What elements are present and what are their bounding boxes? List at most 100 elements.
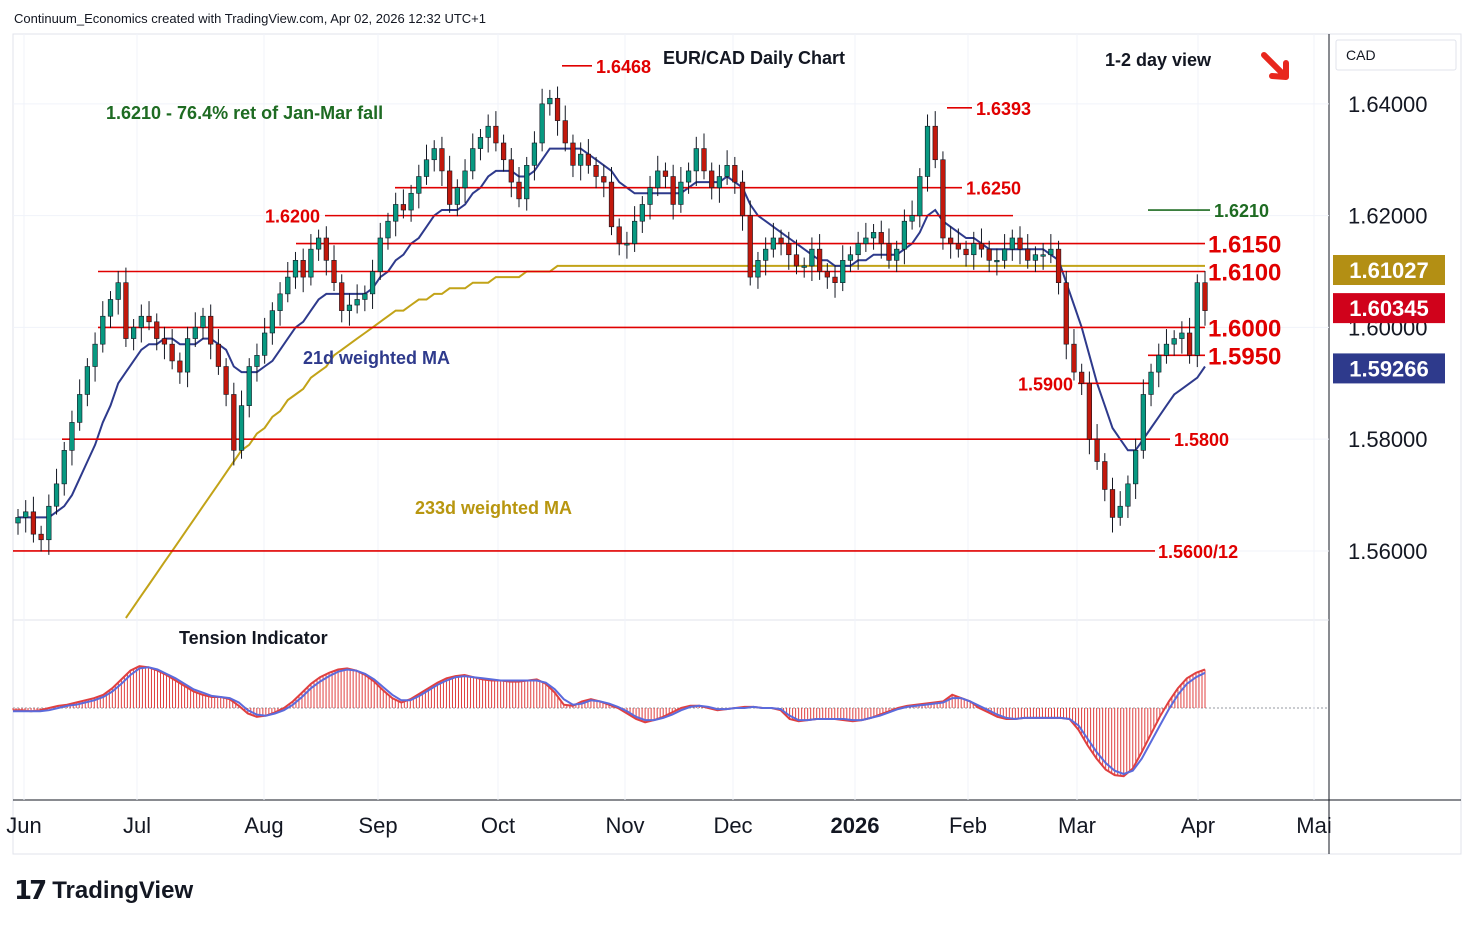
candle-body — [894, 248, 900, 261]
candle-body — [1055, 248, 1062, 283]
candle-body — [909, 215, 915, 222]
candle-body — [747, 215, 753, 278]
candle-body — [215, 343, 222, 367]
candle-body — [847, 254, 854, 261]
candle-body — [346, 304, 353, 311]
candle-body — [971, 243, 977, 256]
candle-body — [562, 120, 568, 144]
tension-indicator — [12, 665, 1206, 778]
y-tick-label: 1.58000 — [1348, 427, 1428, 452]
candle-body — [670, 176, 676, 205]
chart-title: EUR/CAD Daily Chart — [663, 48, 845, 68]
ma21-label: 21d weighted MA — [303, 348, 450, 368]
candle-body — [500, 142, 507, 161]
candle-body — [300, 260, 306, 278]
candle-body — [508, 159, 514, 183]
candle-body — [254, 355, 260, 367]
candle-body — [231, 394, 237, 451]
candle-body — [863, 237, 869, 244]
candle-body — [755, 260, 761, 278]
candle-body — [1025, 248, 1031, 261]
tension-signal-line — [13, 666, 1206, 776]
price-badge-label: 1.59266 — [1349, 356, 1429, 381]
x-tick-label: Sep — [358, 813, 397, 838]
y-tick-label: 1.62000 — [1348, 204, 1428, 229]
candle-body — [1001, 248, 1008, 261]
candle-body — [15, 517, 21, 524]
candle-body — [917, 176, 923, 216]
candle-body — [978, 243, 985, 250]
candle-body — [1156, 355, 1162, 373]
candle-body — [246, 366, 252, 406]
candle-body — [763, 248, 769, 261]
level-label: 1.6200 — [265, 207, 320, 227]
candle-body — [1148, 371, 1154, 395]
currency-label: CAD — [1346, 47, 1376, 63]
candle-body — [385, 220, 391, 239]
price-badges: 1.61027 1.60345 1.59266 — [1333, 255, 1445, 384]
candle-body — [624, 243, 630, 246]
candle-body — [493, 125, 499, 144]
candle-body — [377, 237, 383, 272]
candle-body — [154, 321, 160, 339]
candle-body — [485, 125, 491, 138]
candle-body — [662, 170, 669, 177]
x-tick-label: Dec — [713, 813, 752, 838]
candle-body — [886, 243, 892, 261]
price-badge — [1333, 293, 1445, 324]
price-badge — [1333, 255, 1445, 286]
candle-body — [632, 220, 638, 244]
x-tick-label: Aug — [244, 813, 283, 838]
candle-body — [932, 125, 938, 161]
x-tick-label: Jun — [6, 813, 41, 838]
candle-body — [100, 315, 106, 345]
candle-body — [184, 338, 191, 373]
level-label: 1.6000 — [1208, 315, 1281, 342]
candle-body — [1140, 394, 1146, 451]
candle-body — [123, 282, 129, 339]
x-tick-label: Feb — [949, 813, 987, 838]
candle-body — [516, 181, 522, 200]
candle-body — [570, 142, 576, 166]
candle-body — [416, 176, 422, 194]
ma233-line — [125, 264, 1205, 619]
candle-body — [1071, 343, 1077, 373]
candle-body — [177, 360, 183, 373]
candle-body — [824, 271, 830, 278]
candle-body — [539, 103, 545, 144]
candle-body — [1133, 450, 1139, 485]
x-tick-label: 2026 — [831, 813, 880, 838]
candle-body — [331, 260, 337, 283]
candle-body — [169, 343, 175, 362]
candle-body — [285, 276, 291, 295]
candle-body — [716, 176, 723, 188]
tradingview-logo[interactable]: 17 TradingView — [14, 876, 193, 906]
candle-body — [924, 125, 931, 177]
candle-body — [709, 170, 715, 188]
tradingview-logo-text: TradingView — [52, 877, 194, 904]
candle-body — [1179, 332, 1185, 339]
candle-body — [462, 170, 468, 188]
price-badge — [1333, 353, 1445, 384]
candle-body — [1032, 254, 1039, 261]
candle-body — [192, 327, 198, 339]
tension-indicator-label: Tension Indicator — [179, 628, 328, 648]
candle-body — [816, 248, 823, 272]
ma233-label: 233d weighted MA — [415, 498, 572, 518]
candle-body — [1202, 282, 1208, 311]
candle-body — [732, 165, 738, 183]
y-tick-label: 1.64000 — [1348, 92, 1428, 117]
x-tick-label: Mar — [1058, 813, 1096, 838]
gridlines — [13, 34, 1329, 800]
candle-body — [200, 315, 206, 328]
candle-body — [724, 165, 730, 177]
candle-body — [601, 176, 607, 183]
candle-body — [393, 204, 399, 222]
candle-body — [608, 181, 615, 228]
x-tick-label: Jul — [123, 813, 151, 838]
candle-body — [1194, 282, 1200, 356]
candle-body — [963, 248, 969, 256]
candle-body — [138, 315, 144, 328]
